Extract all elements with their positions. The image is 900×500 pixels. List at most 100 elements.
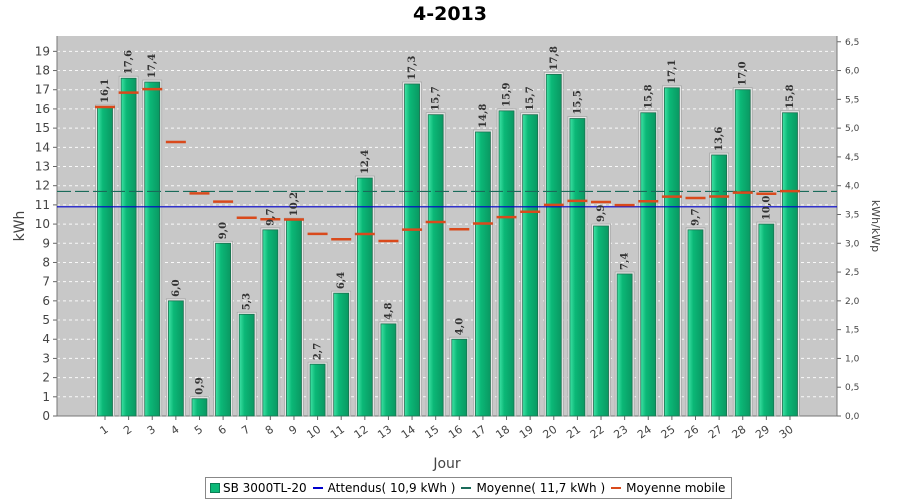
data-labels: 16,1 17,6 17,4 6,0 0,9 9,0 5,3 9,7 10,2 2,7 6,4 12,… (100, 46, 796, 395)
data-label: 15,7 (525, 86, 536, 110)
bar (404, 83, 420, 417)
y-tick-label: 14 (35, 140, 50, 154)
bar (522, 114, 539, 417)
y-tick-label: 11 (35, 198, 50, 212)
x-tick-label: 23 (611, 423, 630, 442)
legend-swatch-moving-average (611, 487, 622, 489)
y-tick-label: 12 (35, 179, 50, 193)
y-tick-label: 1 (42, 390, 50, 404)
x-tick-label: 30 (777, 423, 796, 442)
x-tick-label: 8 (263, 423, 276, 438)
bar (663, 87, 680, 417)
x-tick-label: 29 (753, 423, 772, 442)
x-tick-label: 11 (328, 423, 347, 442)
bar (593, 225, 609, 417)
data-label: 15,9 (502, 82, 513, 106)
bar (758, 223, 775, 417)
bar (286, 219, 302, 417)
legend-item-moving-average: Moyenne mobile (611, 481, 725, 495)
bar (333, 292, 350, 417)
x-tick-label: 5 (192, 423, 205, 438)
x-tick-label: 25 (659, 423, 678, 442)
bar (144, 81, 161, 417)
plot-area (57, 36, 837, 416)
y2-tick-label: 4,0 (845, 182, 860, 192)
x-tick-label: 16 (446, 423, 465, 442)
x-tick-label: 7 (239, 423, 252, 438)
x-tick-label: 12 (352, 423, 371, 442)
x-tick-label: 15 (422, 423, 441, 442)
data-label: 0,9 (194, 377, 205, 394)
y-tick-label: 7 (42, 275, 50, 289)
y2-tick-label: 3,5 (845, 210, 859, 220)
x-tick-label: 10 (304, 423, 323, 442)
x-tick-label: 1 (98, 423, 111, 438)
legend-item-production: SB 3000TL-20 (210, 481, 307, 495)
x-axis-label: Jour (432, 456, 461, 472)
y-tick-label: 17 (35, 83, 50, 97)
data-label: 15,5 (572, 90, 583, 114)
data-label: 5,3 (242, 293, 253, 310)
data-label: 17,6 (124, 50, 135, 74)
y2-axis-label: kWh/kWp (869, 200, 882, 252)
x-tick-label: 14 (399, 423, 418, 442)
bar (616, 273, 633, 417)
moving-average-marks (95, 87, 800, 243)
data-label: 17,0 (738, 61, 749, 85)
x-tick-label: 21 (564, 423, 583, 442)
data-label: 15,8 (643, 84, 654, 108)
bar (191, 398, 208, 417)
y-tick-label: 16 (35, 102, 50, 116)
legend-swatch-average (461, 487, 472, 489)
bar (640, 112, 657, 417)
x-tick-label: 22 (588, 423, 607, 442)
y-tick-label: 18 (35, 64, 50, 78)
bar (238, 313, 255, 417)
data-label: 9,7 (691, 208, 702, 225)
data-label: 4,8 (383, 302, 394, 319)
y-tick-label: 3 (42, 351, 50, 365)
data-label: 6,4 (336, 272, 347, 289)
x-tick-label: 2 (121, 423, 134, 438)
bar (734, 89, 751, 417)
x-tick-label: 4 (168, 423, 181, 438)
y-tick-label: 15 (35, 121, 50, 135)
x-tick-label: 19 (517, 423, 536, 442)
y2-tick-label: 2,0 (845, 297, 860, 307)
y2-tick-label: 5,5 (845, 95, 859, 105)
x-tick-label: 20 (541, 423, 560, 442)
bar (451, 338, 468, 417)
y-tick-label: 0 (42, 409, 50, 423)
y2-tick-label: 4,5 (845, 153, 859, 163)
y-tick-label: 8 (42, 255, 50, 269)
data-label: 10,2 (289, 192, 300, 216)
bar (167, 300, 184, 417)
y-tick-label: 9 (42, 236, 50, 250)
data-label: 16,1 (100, 79, 111, 103)
y2-tick-label: 3,0 (845, 239, 860, 249)
data-label: 17,4 (147, 54, 158, 78)
bar (498, 110, 515, 417)
data-label: 9,0 (218, 222, 229, 239)
y2-tick-label: 0,0 (845, 412, 860, 422)
legend-swatch-production (210, 483, 220, 493)
y-tick-label: 5 (42, 313, 50, 327)
legend: SB 3000TL-20 Attendus( 10,9 kWh ) Moyenn… (205, 477, 733, 499)
x-tick-label: 9 (286, 423, 299, 438)
y-tick-label: 10 (35, 217, 50, 231)
bar (711, 154, 728, 417)
reference-lines (57, 190, 837, 208)
x-tick-label: 24 (635, 423, 654, 442)
bar (475, 131, 491, 417)
bar (545, 73, 562, 417)
y-axis-label: kWh (12, 211, 28, 242)
y-tick-label: 4 (42, 332, 50, 346)
data-label: 17,8 (549, 46, 560, 70)
data-label: 15,7 (431, 86, 442, 110)
y2-tick-label: 1,5 (845, 326, 859, 336)
bar (262, 229, 279, 417)
data-label: 2,7 (313, 343, 324, 360)
y2-tick-label: 1,0 (845, 354, 860, 364)
legend-label-average: Moyenne( 11,7 kWh ) (476, 481, 606, 495)
x-tick-label: 28 (730, 423, 749, 442)
